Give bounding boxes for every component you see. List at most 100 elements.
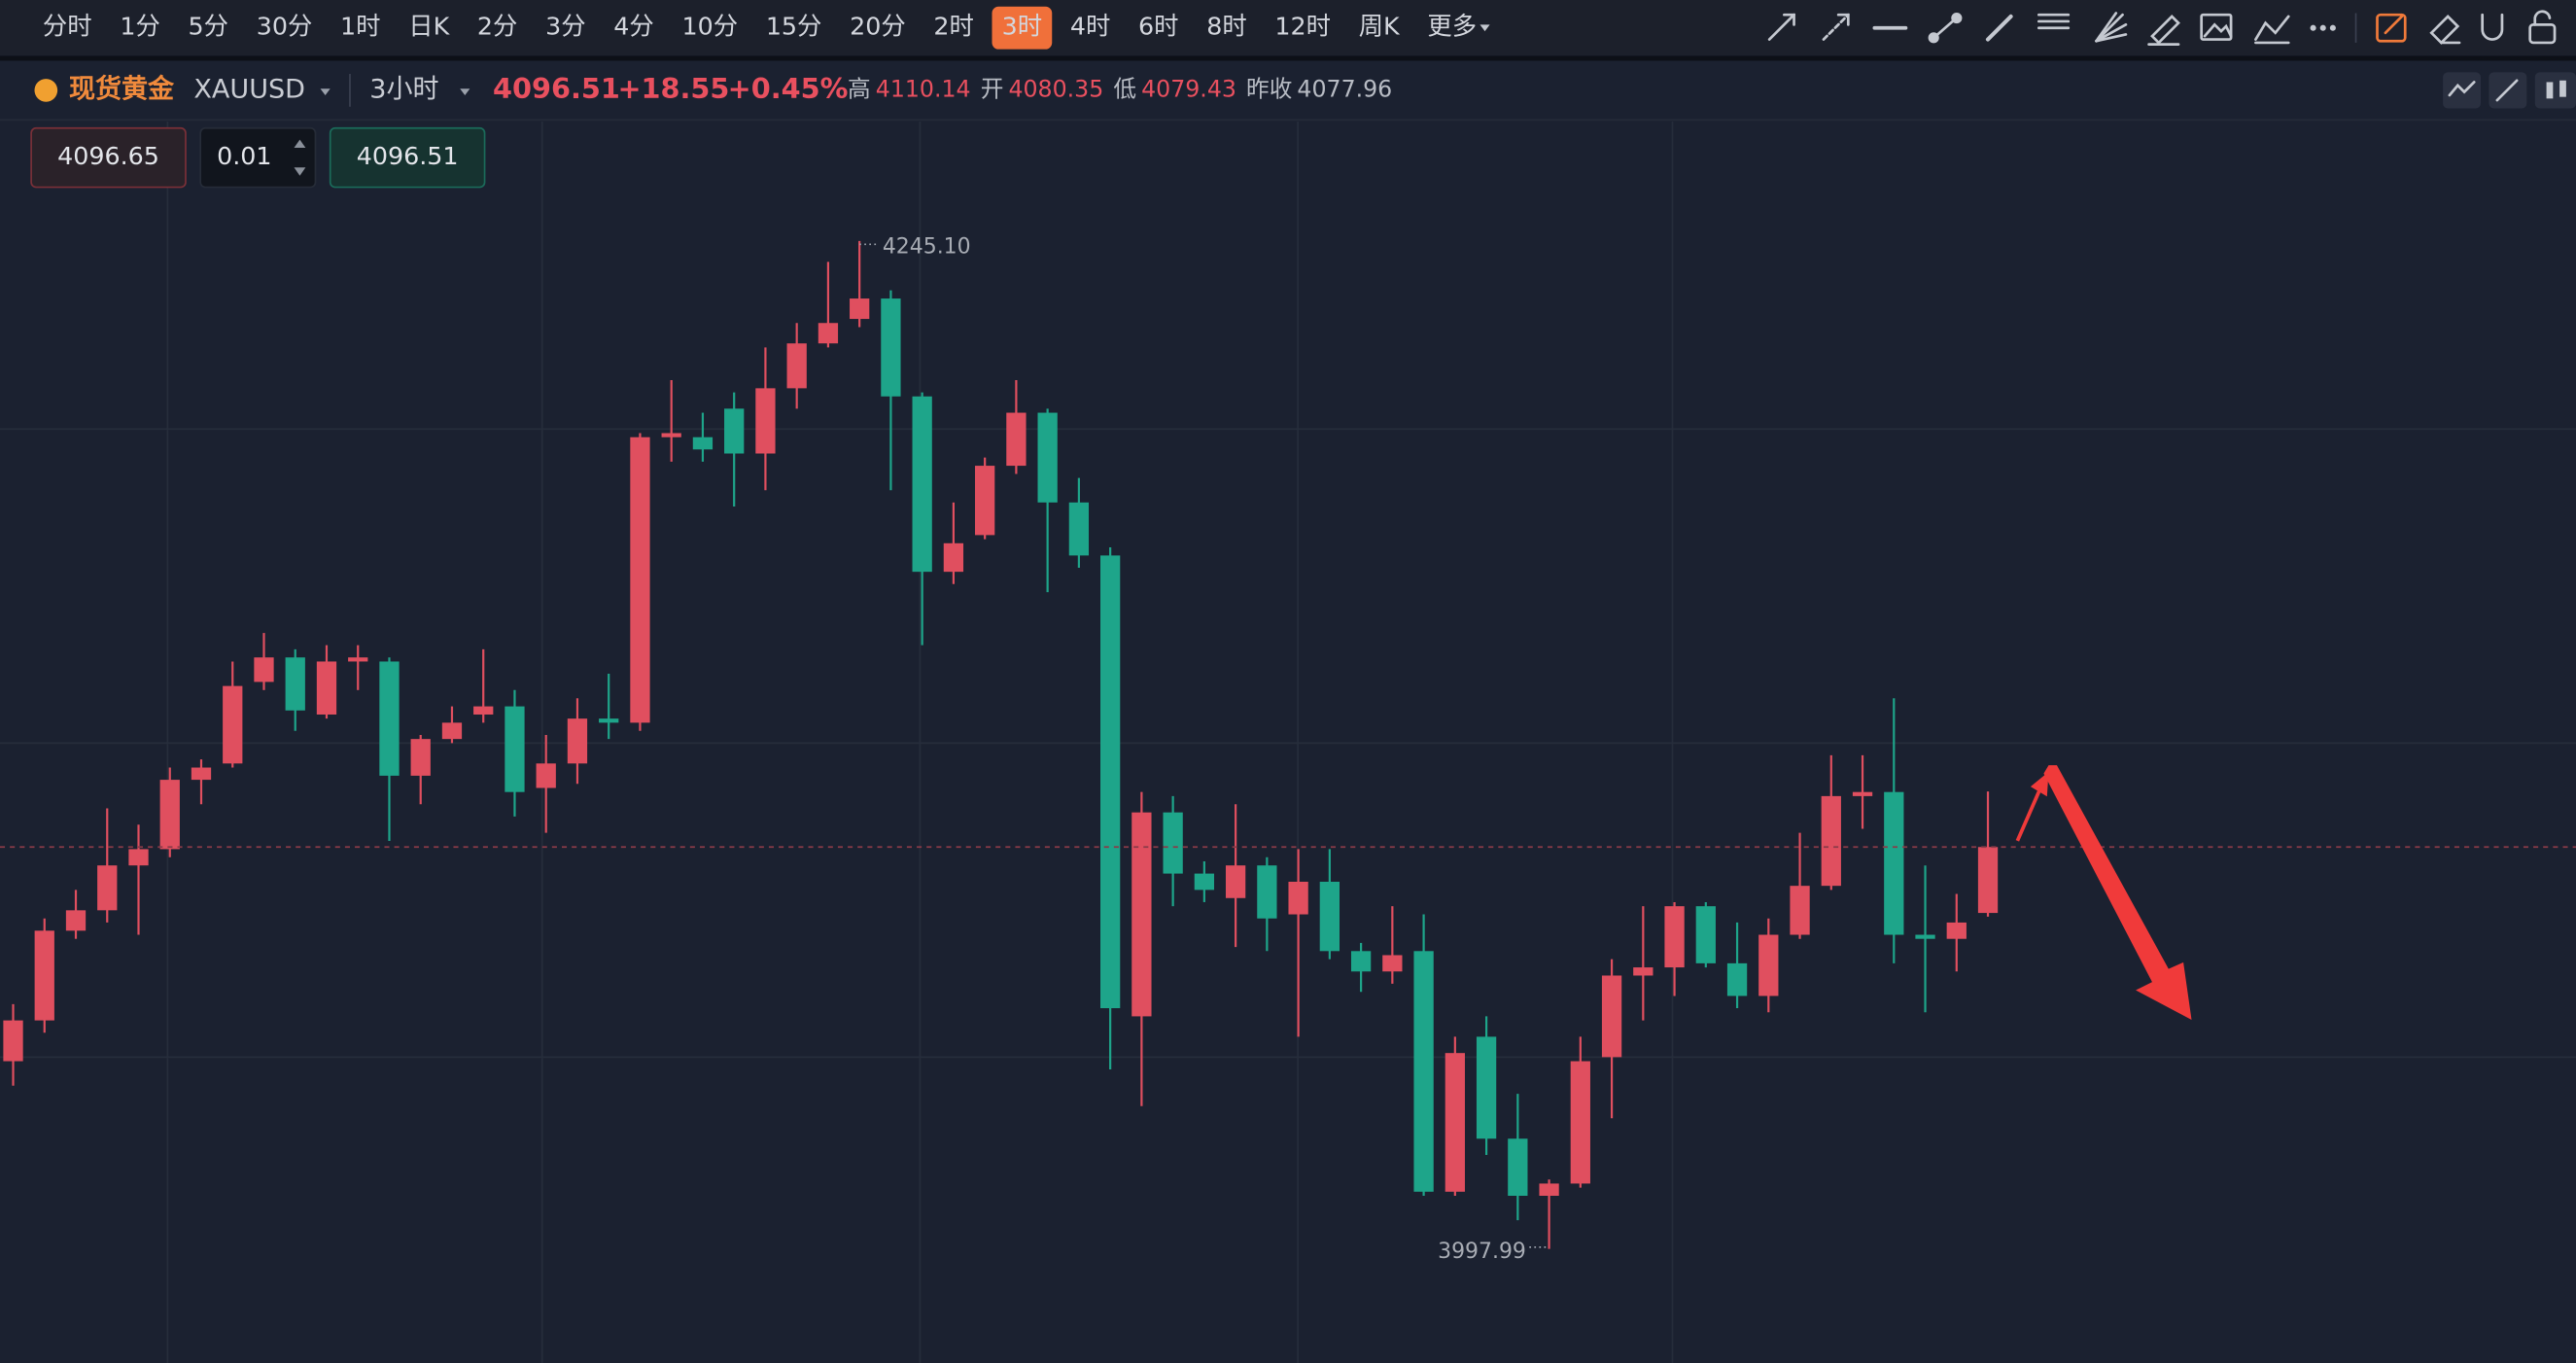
candle-body: [599, 718, 619, 723]
max-label: 4245.10: [883, 235, 971, 260]
period-button[interactable]: 5分: [189, 12, 228, 41]
period-button[interactable]: 30分: [257, 12, 313, 41]
tool-lock[interactable]: [2528, 10, 2557, 45]
tool-trend[interactable]: [1985, 14, 2013, 42]
stat-value: 4077.96: [1297, 75, 1392, 102]
candle-body: [379, 661, 400, 776]
tool-pen[interactable]: [2147, 14, 2180, 46]
period-button[interactable]: 2时: [933, 12, 973, 41]
tool-magnet[interactable]: [2481, 13, 2504, 41]
candle-body: [1350, 951, 1372, 972]
candle-body: [191, 767, 212, 781]
stat-label: 高: [848, 75, 871, 102]
tool-image[interactable]: [2200, 13, 2233, 41]
candle-body: [1695, 906, 1716, 963]
period-button[interactable]: 3时: [1002, 12, 1042, 41]
candle-body: [975, 466, 995, 536]
period-button[interactable]: 8时: [1206, 12, 1246, 41]
period-button[interactable]: 4分: [613, 12, 653, 41]
more-arrow: [1479, 24, 1490, 32]
stat-value: 4080.35: [1008, 75, 1103, 102]
quote-stats: 高 4110.14 开 4080.35 低 4079.43 昨收 4077.96: [848, 75, 1392, 102]
drawing-tools: [1767, 10, 2557, 46]
period-button[interactable]: 4时: [1070, 12, 1110, 41]
small-arrow-head: [2030, 771, 2049, 797]
candle-body: [34, 930, 54, 1021]
tool-more[interactable]: [2310, 24, 2336, 31]
candle-body: [159, 780, 180, 850]
candle-body: [65, 910, 87, 931]
candle-body: [692, 437, 714, 450]
tool-fan[interactable]: [2095, 12, 2128, 43]
period-button[interactable]: 1时: [340, 12, 380, 41]
stat-label: 开: [981, 75, 1004, 102]
symbol-code[interactable]: XAUUSD: [193, 74, 305, 104]
candle-body: [943, 542, 964, 573]
candle-body: [1601, 975, 1622, 1058]
candle-body: [1068, 502, 1090, 556]
period-button[interactable]: 3分: [545, 12, 585, 41]
tool-fibonacci[interactable]: [2037, 13, 2071, 30]
candle-body: [881, 298, 901, 397]
candle-body: [1194, 873, 1215, 891]
period-button[interactable]: 10分: [682, 12, 739, 41]
candle-body: [818, 323, 839, 344]
tool-pattern[interactable]: [2254, 15, 2290, 45]
tool-edit[interactable]: [2376, 13, 2407, 43]
candlestick-chart: 4245.10 3997.99: [0, 235, 2576, 1264]
candle-body: [128, 849, 149, 866]
toolbar-divider: [0, 55, 2576, 61]
candle-body: [1257, 865, 1277, 919]
candle-body: [223, 685, 243, 764]
candle-body: [1006, 412, 1027, 467]
panel-buttons: [2443, 72, 2576, 109]
sell-button[interactable]: [30, 126, 187, 189]
quantity-down[interactable]: [294, 167, 306, 176]
tool-extended-line[interactable]: [1822, 13, 1850, 41]
candle-body: [1821, 795, 1841, 887]
quantity-input[interactable]: [199, 126, 317, 189]
price-change: +18.55: [617, 72, 729, 105]
symbol-icon: [34, 79, 58, 102]
candle-body: [1163, 812, 1183, 874]
candle-body: [724, 408, 745, 454]
candle-body: [1790, 886, 1810, 935]
period-button[interactable]: 20分: [850, 12, 906, 41]
tool-eraser[interactable]: [2429, 14, 2461, 45]
panel-icon: [2559, 80, 2566, 97]
candle-body: [1664, 906, 1685, 968]
candle-body: [1726, 962, 1748, 996]
period-button[interactable]: 6时: [1138, 12, 1178, 41]
period-button[interactable]: 2分: [477, 12, 517, 41]
period-button[interactable]: 分时: [43, 12, 92, 41]
candle-body: [536, 763, 556, 788]
order-panel: 4096.65 0.01 4096.51: [30, 126, 486, 189]
period-button[interactable]: 日K: [408, 12, 450, 41]
candle-body: [1977, 847, 1999, 914]
tool-ray[interactable]: [1767, 13, 1795, 41]
candle-body: [755, 388, 776, 454]
quantity-up[interactable]: [294, 139, 306, 149]
more-button[interactable]: 更多: [1427, 12, 1477, 41]
symbol-name[interactable]: 现货黄金: [69, 73, 175, 104]
candle-body: [1946, 922, 1967, 939]
panel-button[interactable]: [2534, 72, 2576, 109]
candle-body: [1225, 865, 1246, 898]
period-button[interactable]: 1分: [120, 12, 159, 41]
buy-button[interactable]: [329, 126, 486, 189]
price-change-percent: +0.45%: [728, 72, 849, 105]
period[interactable]: 3小时: [369, 74, 438, 104]
candle-body: [1099, 555, 1121, 1009]
candle-body: [1131, 812, 1152, 1017]
candle-body: [285, 657, 305, 711]
period-button[interactable]: 12时: [1274, 12, 1331, 41]
active-period-bg: [992, 6, 1053, 50]
period-button[interactable]: 15分: [766, 12, 822, 41]
candle-body: [1508, 1138, 1528, 1197]
candle-body: [316, 661, 337, 715]
tool-segment[interactable]: [1928, 13, 1963, 44]
period-button[interactable]: 周K: [1359, 12, 1401, 41]
